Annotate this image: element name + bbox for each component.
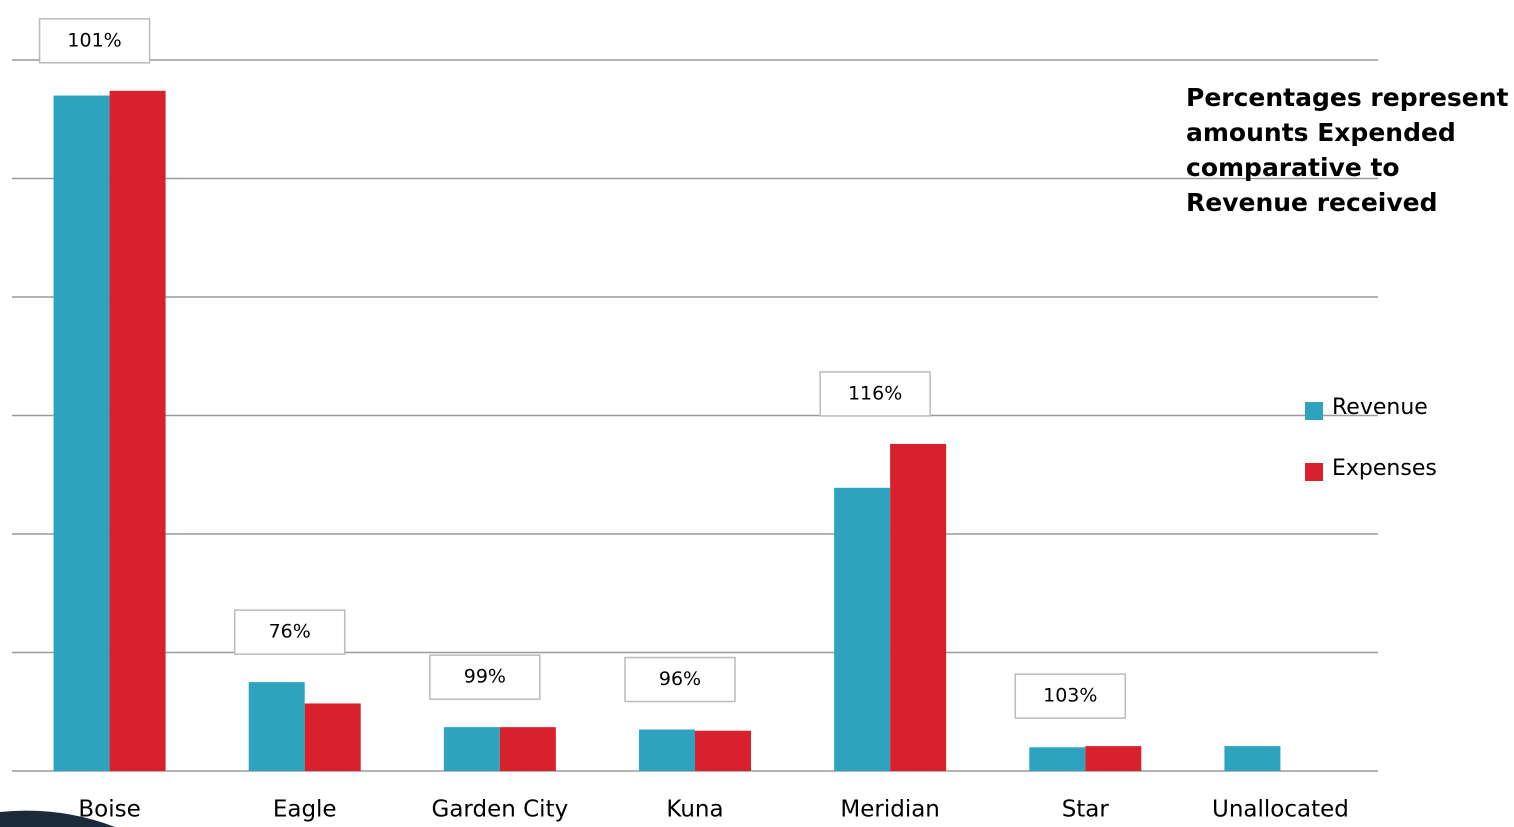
x-tick-label: Eagle <box>273 797 337 823</box>
x-tick-label: Boise <box>78 797 140 823</box>
ratio-label: 99% <box>464 666 506 688</box>
ratio-box <box>819 371 931 417</box>
bar <box>499 727 556 771</box>
decoration <box>0 810 115 827</box>
ratio-box <box>233 609 346 655</box>
ratio-label: 101% <box>67 29 121 51</box>
x-tick-label: Star <box>1062 797 1110 823</box>
bar <box>248 682 305 771</box>
legend-label: Revenue <box>1332 395 1428 420</box>
bar <box>443 727 500 771</box>
ratio-box <box>1014 673 1127 719</box>
bar <box>639 729 695 771</box>
x-tick-label: Meridian <box>840 797 940 823</box>
bar <box>1029 747 1086 771</box>
ratio-label: 96% <box>659 668 701 690</box>
x-tick-label: Unallocated <box>1212 797 1349 823</box>
legend-swatch <box>1305 402 1323 420</box>
x-tick-label: Garden City <box>432 797 569 823</box>
bar <box>1085 746 1142 771</box>
bar <box>1224 746 1281 771</box>
note: comparative to <box>1186 153 1400 182</box>
bar <box>834 487 891 771</box>
note: amounts Expended <box>1186 118 1456 147</box>
ratio-label: 116% <box>848 382 902 404</box>
x-tick-label: Kuna <box>666 797 723 823</box>
bar <box>53 95 110 772</box>
note: Percentages represent <box>1186 83 1509 112</box>
bar <box>890 443 947 771</box>
ratio-box <box>429 654 541 700</box>
ratio-box <box>38 18 151 64</box>
bar <box>304 703 361 771</box>
ratio-box <box>624 656 736 703</box>
ratio-label: 76% <box>269 621 311 643</box>
bar <box>695 730 751 771</box>
ratio-label: 103% <box>1043 685 1097 707</box>
legend-label: Expenses <box>1332 456 1437 481</box>
bar <box>109 90 166 771</box>
note: Revenue received <box>1186 188 1438 217</box>
legend-swatch <box>1305 463 1323 481</box>
